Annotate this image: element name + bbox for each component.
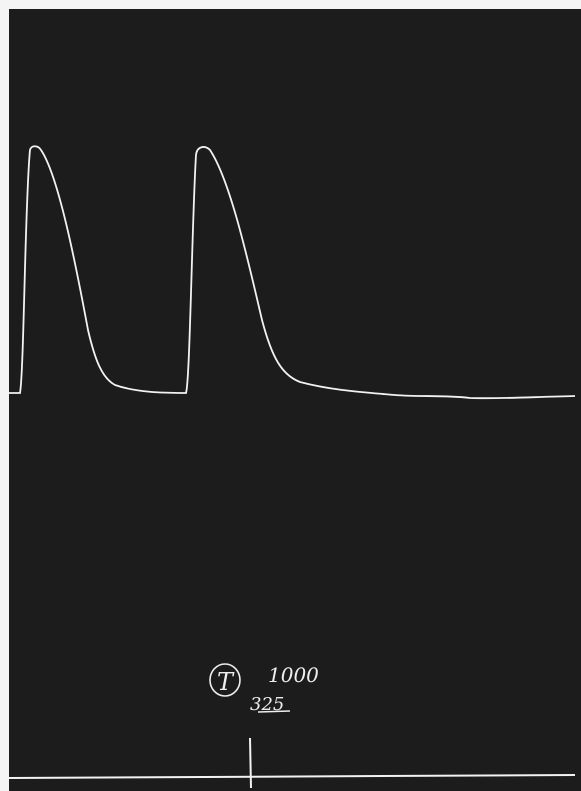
photo: T 1000 325 — [0, 0, 581, 791]
circled-letter: T — [217, 668, 235, 696]
annotation-number: 1000 — [268, 663, 319, 687]
underline — [258, 711, 290, 712]
marker — [250, 738, 251, 788]
